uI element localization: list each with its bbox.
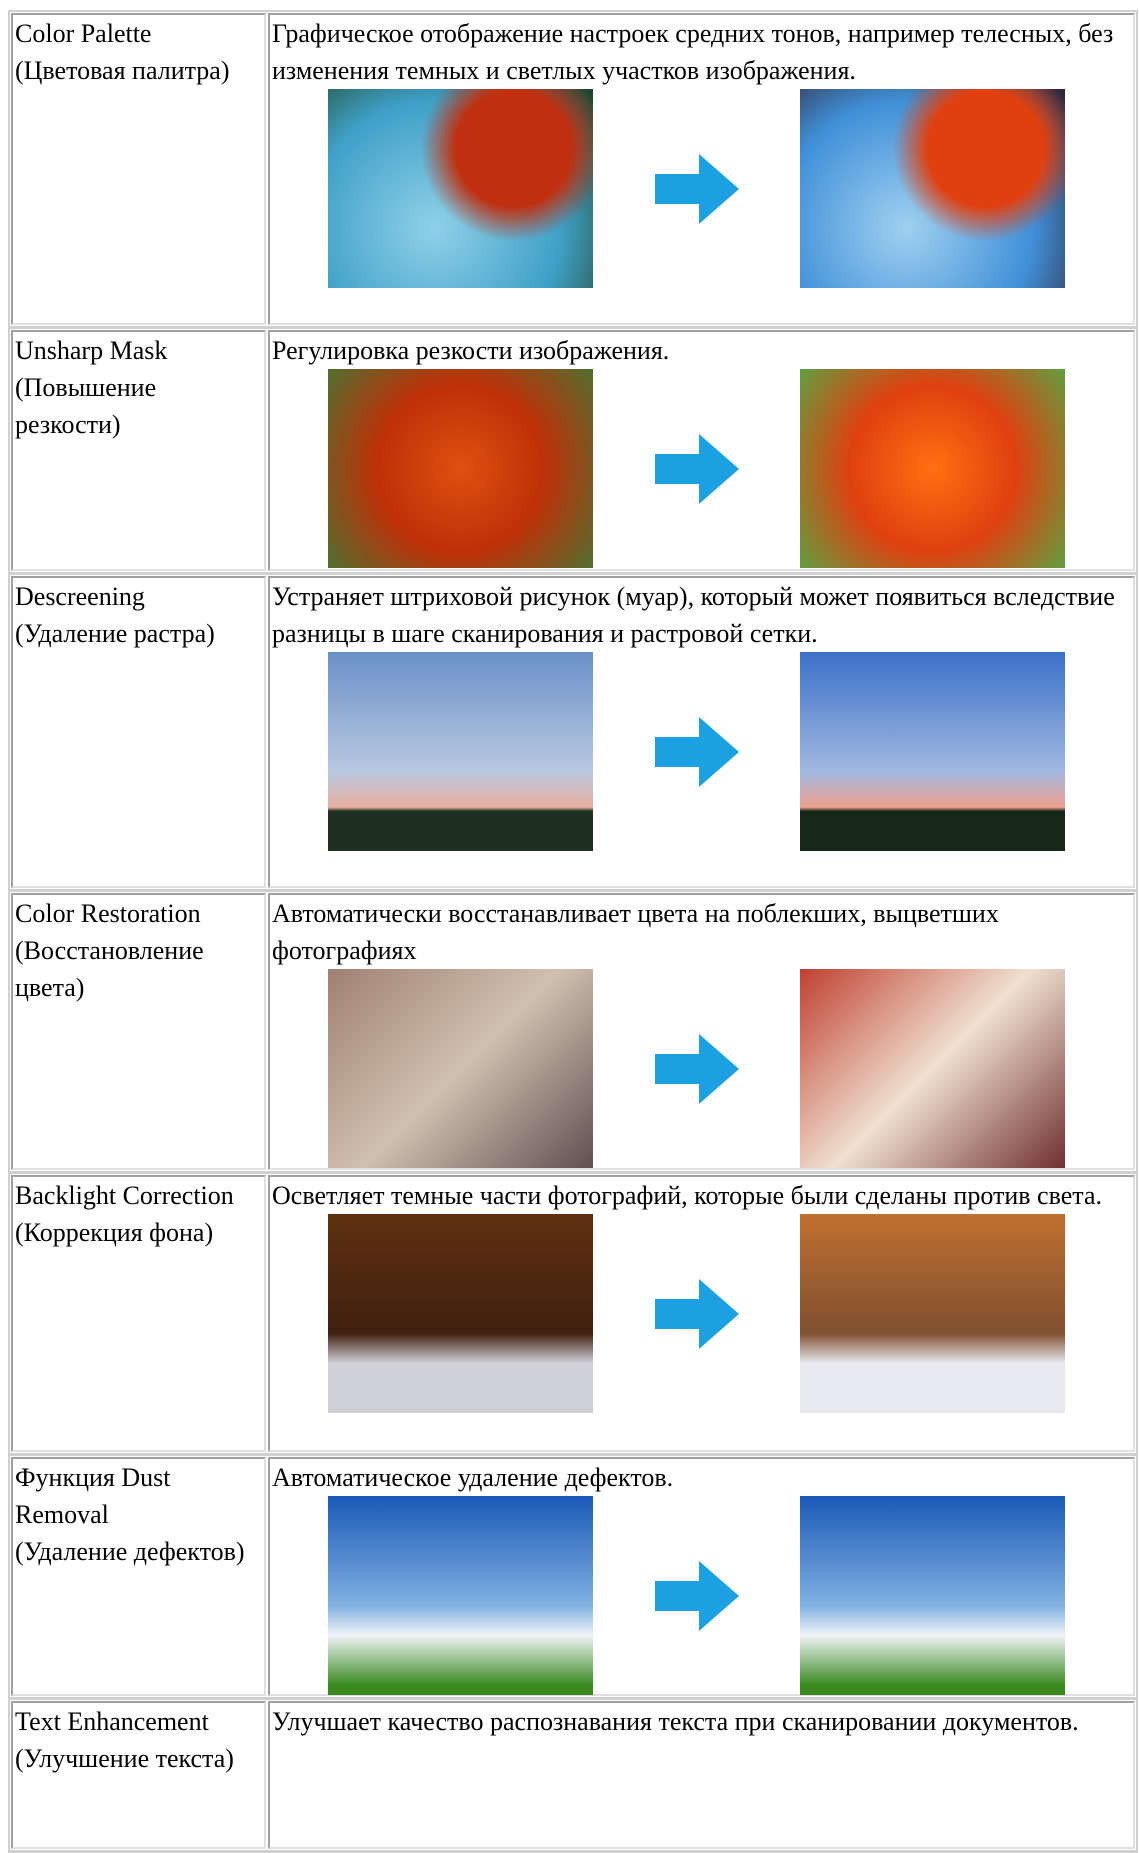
feature-description: Регулировка резкости изображения. bbox=[272, 336, 670, 365]
arrow-icon bbox=[654, 716, 739, 787]
table-row: Descreening (Удаление растра) Устраняет шт… bbox=[10, 575, 1136, 892]
arrow bbox=[593, 1033, 800, 1104]
feature-name: Color Restoration bbox=[15, 899, 201, 928]
table-row: Функция Dust Removal (Удаление дефектов) А… bbox=[10, 1456, 1136, 1700]
arrow bbox=[593, 1560, 800, 1631]
feature-description: Автоматически восстанавливает цвета на п… bbox=[272, 899, 999, 965]
before-image bbox=[328, 1496, 593, 1695]
description-cell: Автоматически восстанавливает цвета на п… bbox=[268, 893, 1135, 1170]
name-cell: Descreening (Удаление растра) bbox=[11, 576, 266, 888]
feature-name-ru: (Восстановление цвета) bbox=[15, 936, 204, 1002]
table-row: Unsharp Mask (Повышение резкости) Регулиро… bbox=[10, 329, 1136, 575]
table-row: Backlight Correction (Коррекция фона) Осве… bbox=[10, 1174, 1136, 1456]
feature-name: Backlight Correction bbox=[15, 1181, 234, 1210]
arrow bbox=[593, 433, 800, 504]
example-images bbox=[328, 1214, 1131, 1413]
description-cell: Осветляет темные части фотографий, котор… bbox=[268, 1175, 1135, 1452]
example-images bbox=[328, 369, 1131, 568]
feature-description: Осветляет темные части фотографий, котор… bbox=[272, 1181, 1102, 1210]
after-image bbox=[800, 652, 1065, 851]
feature-name-ru: (Удаление дефектов) bbox=[15, 1537, 245, 1566]
name-cell: Функция Dust Removal (Удаление дефектов) bbox=[11, 1457, 266, 1696]
description-cell: Графическое отображение настроек средних… bbox=[268, 13, 1135, 325]
example-images bbox=[328, 89, 1131, 288]
arrow-icon bbox=[654, 433, 739, 504]
before-image bbox=[328, 369, 593, 568]
after-image bbox=[800, 969, 1065, 1168]
arrow-icon bbox=[654, 1033, 739, 1104]
before-image bbox=[328, 89, 593, 288]
description-cell: Автоматическое удаление дефектов. bbox=[268, 1457, 1135, 1696]
feature-description: Автоматическое удаление дефектов. bbox=[272, 1463, 674, 1492]
before-image bbox=[328, 969, 593, 1168]
example-images bbox=[328, 652, 1131, 851]
name-cell: Color Palette (Цветовая палитра) bbox=[11, 13, 266, 325]
arrow bbox=[593, 1278, 800, 1349]
description-cell: Регулировка резкости изображения. bbox=[268, 330, 1135, 571]
feature-table: Color Palette (Цветовая палитра) Графическ… bbox=[8, 10, 1138, 1853]
arrow bbox=[593, 716, 800, 787]
feature-name-ru: (Цветовая палитра) bbox=[15, 56, 230, 85]
name-cell: Color Restoration (Восстановление цвета) bbox=[11, 893, 266, 1170]
feature-name: Descreening bbox=[15, 582, 145, 611]
description-cell: Улучшает качество распознавания текста п… bbox=[268, 1701, 1135, 1849]
feature-name: Функция Dust Removal bbox=[15, 1463, 171, 1529]
feature-name-ru: (Удаление растра) bbox=[15, 619, 215, 648]
feature-name-ru: (Повышение резкости) bbox=[15, 373, 157, 439]
after-image bbox=[800, 1214, 1065, 1413]
example-images bbox=[328, 1496, 1131, 1695]
arrow bbox=[593, 153, 800, 224]
feature-name: Unsharp Mask bbox=[15, 336, 168, 365]
arrow-icon bbox=[654, 153, 739, 224]
description-cell: Устраняет штриховой рисунок (муар), кото… bbox=[268, 576, 1135, 888]
feature-name: Color Palette bbox=[15, 19, 152, 48]
feature-description: Улучшает качество распознавания текста п… bbox=[272, 1707, 1079, 1736]
name-cell: Text Enhancement (Улучшение текста) bbox=[11, 1701, 266, 1849]
table-row: Color Restoration (Восстановление цвета) А… bbox=[10, 892, 1136, 1174]
table-row: Color Palette (Цветовая палитра) Графическ… bbox=[10, 12, 1136, 329]
before-image bbox=[328, 652, 593, 851]
before-image bbox=[328, 1214, 593, 1413]
feature-name: Text Enhancement bbox=[15, 1707, 209, 1736]
feature-name-ru: (Коррекция фона) bbox=[15, 1218, 214, 1247]
after-image bbox=[800, 89, 1065, 288]
after-image bbox=[800, 1496, 1065, 1695]
feature-name-ru: (Улучшение текста) bbox=[15, 1744, 234, 1773]
arrow-icon bbox=[654, 1560, 739, 1631]
example-images bbox=[328, 969, 1131, 1168]
name-cell: Unsharp Mask (Повышение резкости) bbox=[11, 330, 266, 571]
name-cell: Backlight Correction (Коррекция фона) bbox=[11, 1175, 266, 1452]
feature-description: Графическое отображение настроек средних… bbox=[272, 19, 1114, 85]
arrow-icon bbox=[654, 1278, 739, 1349]
feature-description: Устраняет штриховой рисунок (муар), кото… bbox=[272, 582, 1115, 648]
after-image bbox=[800, 369, 1065, 568]
table-row: Text Enhancement (Улучшение текста) Улучша… bbox=[10, 1700, 1136, 1853]
